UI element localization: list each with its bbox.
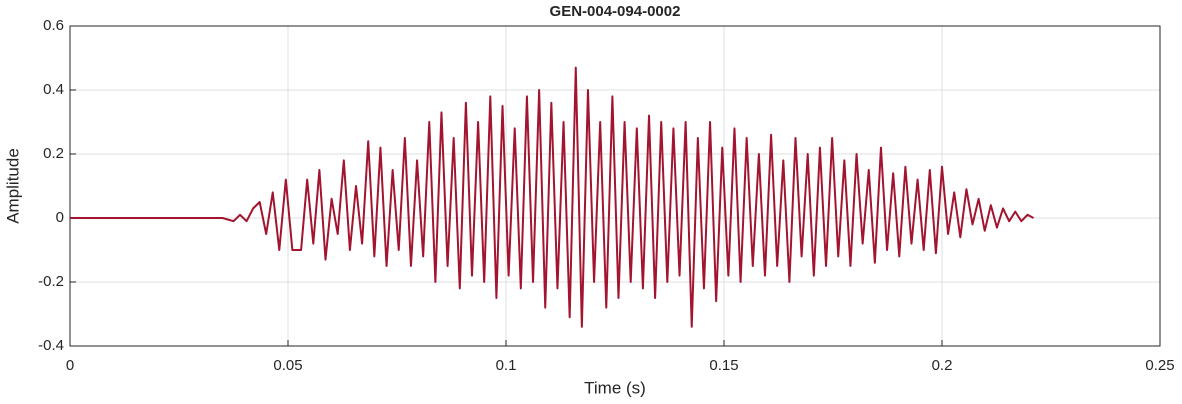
waveform-line [70, 66, 1035, 328]
y-tick-label: -0.4 [38, 337, 64, 354]
x-tick-label: 0.2 [932, 357, 953, 374]
y-tick-label: 0.4 [43, 81, 64, 98]
y-tick-label: 0.6 [43, 17, 64, 34]
x-tick-label: 0.1 [496, 357, 517, 374]
x-axis-label: Time (s) [584, 378, 646, 397]
y-axis-label: Amplitude [3, 148, 22, 224]
y-tick-label: 0 [56, 209, 64, 226]
x-tick-label: 0.25 [1145, 357, 1174, 374]
y-tick-label: 0.2 [43, 145, 64, 162]
x-tick-label: 0.05 [273, 357, 302, 374]
x-tick-label: 0.15 [709, 357, 738, 374]
y-tick-label: -0.2 [38, 273, 64, 290]
plot-frame [69, 25, 1161, 347]
chart-title: GEN-004-094-0002 [550, 3, 681, 20]
x-tick-label: 0 [66, 357, 74, 374]
